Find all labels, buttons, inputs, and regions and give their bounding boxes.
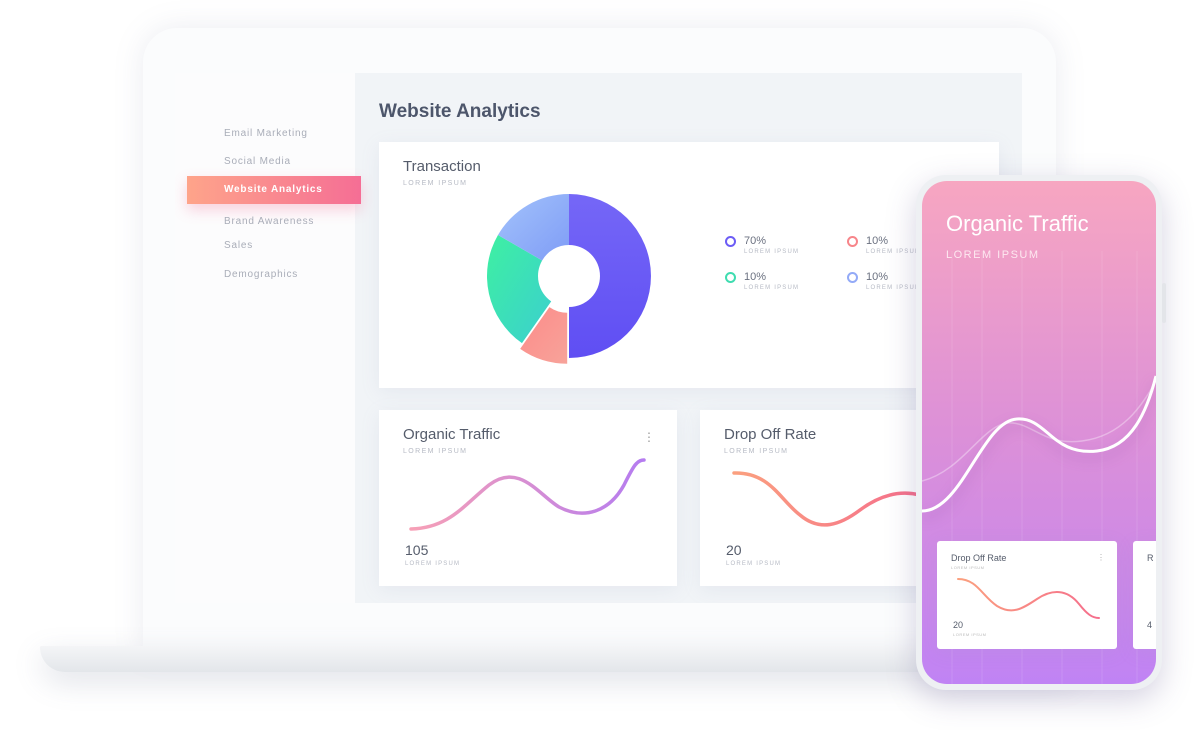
card-subtitle: LOREM IPSUM bbox=[403, 448, 468, 455]
phone-screen: Organic Traffic LOREM IPSUM Drop Off Rat… bbox=[922, 181, 1156, 684]
sidebar-item-social-media[interactable]: Social Media bbox=[224, 156, 291, 167]
metric-value: 20 bbox=[726, 542, 742, 558]
donut-segment-pink bbox=[520, 307, 568, 364]
legend-value: 10% bbox=[866, 235, 889, 247]
legend-label: LOREM IPSUM bbox=[744, 285, 800, 291]
metric-value: 20 bbox=[953, 620, 964, 630]
sidebar-item-sales[interactable]: Sales bbox=[224, 240, 254, 251]
sidebar-item-demographics[interactable]: Demographics bbox=[224, 269, 299, 280]
sidebar-item-website-analytics[interactable]: Website Analytics bbox=[187, 176, 361, 204]
legend-label: LOREM IPSUM bbox=[866, 249, 922, 255]
laptop-base bbox=[40, 646, 1080, 672]
legend-ring-icon bbox=[847, 272, 858, 283]
sidebar-item-brand-awareness[interactable]: Brand Awareness bbox=[224, 216, 315, 227]
legend-value: 10% bbox=[744, 271, 767, 283]
legend-item: 10% LOREM IPSUM bbox=[847, 235, 922, 255]
legend-ring-icon bbox=[847, 236, 858, 247]
legend-item: 10% LOREM IPSUM bbox=[725, 271, 800, 291]
metric-label: LOREM IPSUM bbox=[953, 632, 987, 637]
phone-side-button bbox=[1162, 283, 1166, 323]
drop-off-line bbox=[732, 471, 922, 527]
donut-segment-purple bbox=[569, 194, 651, 358]
organic-traffic-line bbox=[409, 458, 646, 531]
metric-label: LOREM IPSUM bbox=[405, 561, 461, 567]
metric-value: 4 bbox=[1147, 620, 1153, 630]
donut-chart bbox=[487, 194, 651, 364]
dashboard-screen: Email Marketing Social Media Website Ana… bbox=[175, 73, 1022, 603]
card-title: Organic Traffic bbox=[403, 426, 501, 443]
card-title: Transaction bbox=[403, 158, 481, 175]
phone-drop-off-card: Drop Off Rate LOREM IPSUM ⋮ 20 LOREM IPS… bbox=[937, 541, 1117, 649]
legend-ring-icon bbox=[725, 236, 736, 247]
phone-title: Organic Traffic bbox=[946, 211, 1089, 236]
phone-subtitle: LOREM IPSUM bbox=[946, 249, 1040, 261]
card-subtitle: LOREM IPSUM bbox=[724, 448, 789, 455]
sidebar: Email Marketing Social Media Website Ana… bbox=[175, 73, 361, 603]
legend-label: LOREM IPSUM bbox=[744, 249, 800, 255]
legend-value: 70% bbox=[744, 235, 767, 247]
phone-frame: Organic Traffic LOREM IPSUM Drop Off Rat… bbox=[916, 175, 1166, 690]
phone-second-card: R 4 bbox=[1133, 541, 1156, 649]
page-title: Website Analytics bbox=[379, 101, 541, 122]
transaction-card: Transaction LOREM IPSUM 70% LOREM IPSUM 1… bbox=[379, 142, 999, 388]
more-menu-icon[interactable]: ⋮ bbox=[643, 430, 655, 444]
card-title: Drop Off Rate bbox=[724, 426, 817, 443]
donut-segment-green bbox=[487, 235, 552, 344]
card-title: Drop Off Rate bbox=[951, 553, 1007, 563]
drop-off-line bbox=[957, 578, 1100, 619]
card-title: R bbox=[1147, 553, 1154, 563]
legend-item: 70% LOREM IPSUM bbox=[725, 235, 800, 255]
more-menu-icon[interactable]: ⋮ bbox=[1097, 553, 1105, 562]
legend-label: LOREM IPSUM bbox=[866, 285, 922, 291]
legend-item: 10% LOREM IPSUM bbox=[847, 271, 922, 291]
legend-value: 10% bbox=[866, 271, 889, 283]
metric-label: LOREM IPSUM bbox=[726, 561, 782, 567]
legend-ring-icon bbox=[725, 272, 736, 283]
organic-traffic-card: Organic Traffic LOREM IPSUM ⋮ 105 LOREM … bbox=[379, 410, 677, 586]
sidebar-item-email-marketing[interactable]: Email Marketing bbox=[224, 128, 308, 139]
metric-value: 105 bbox=[405, 542, 429, 558]
card-subtitle: LOREM IPSUM bbox=[951, 565, 985, 570]
donut-segment-blue bbox=[497, 194, 569, 261]
card-subtitle: LOREM IPSUM bbox=[403, 180, 468, 187]
